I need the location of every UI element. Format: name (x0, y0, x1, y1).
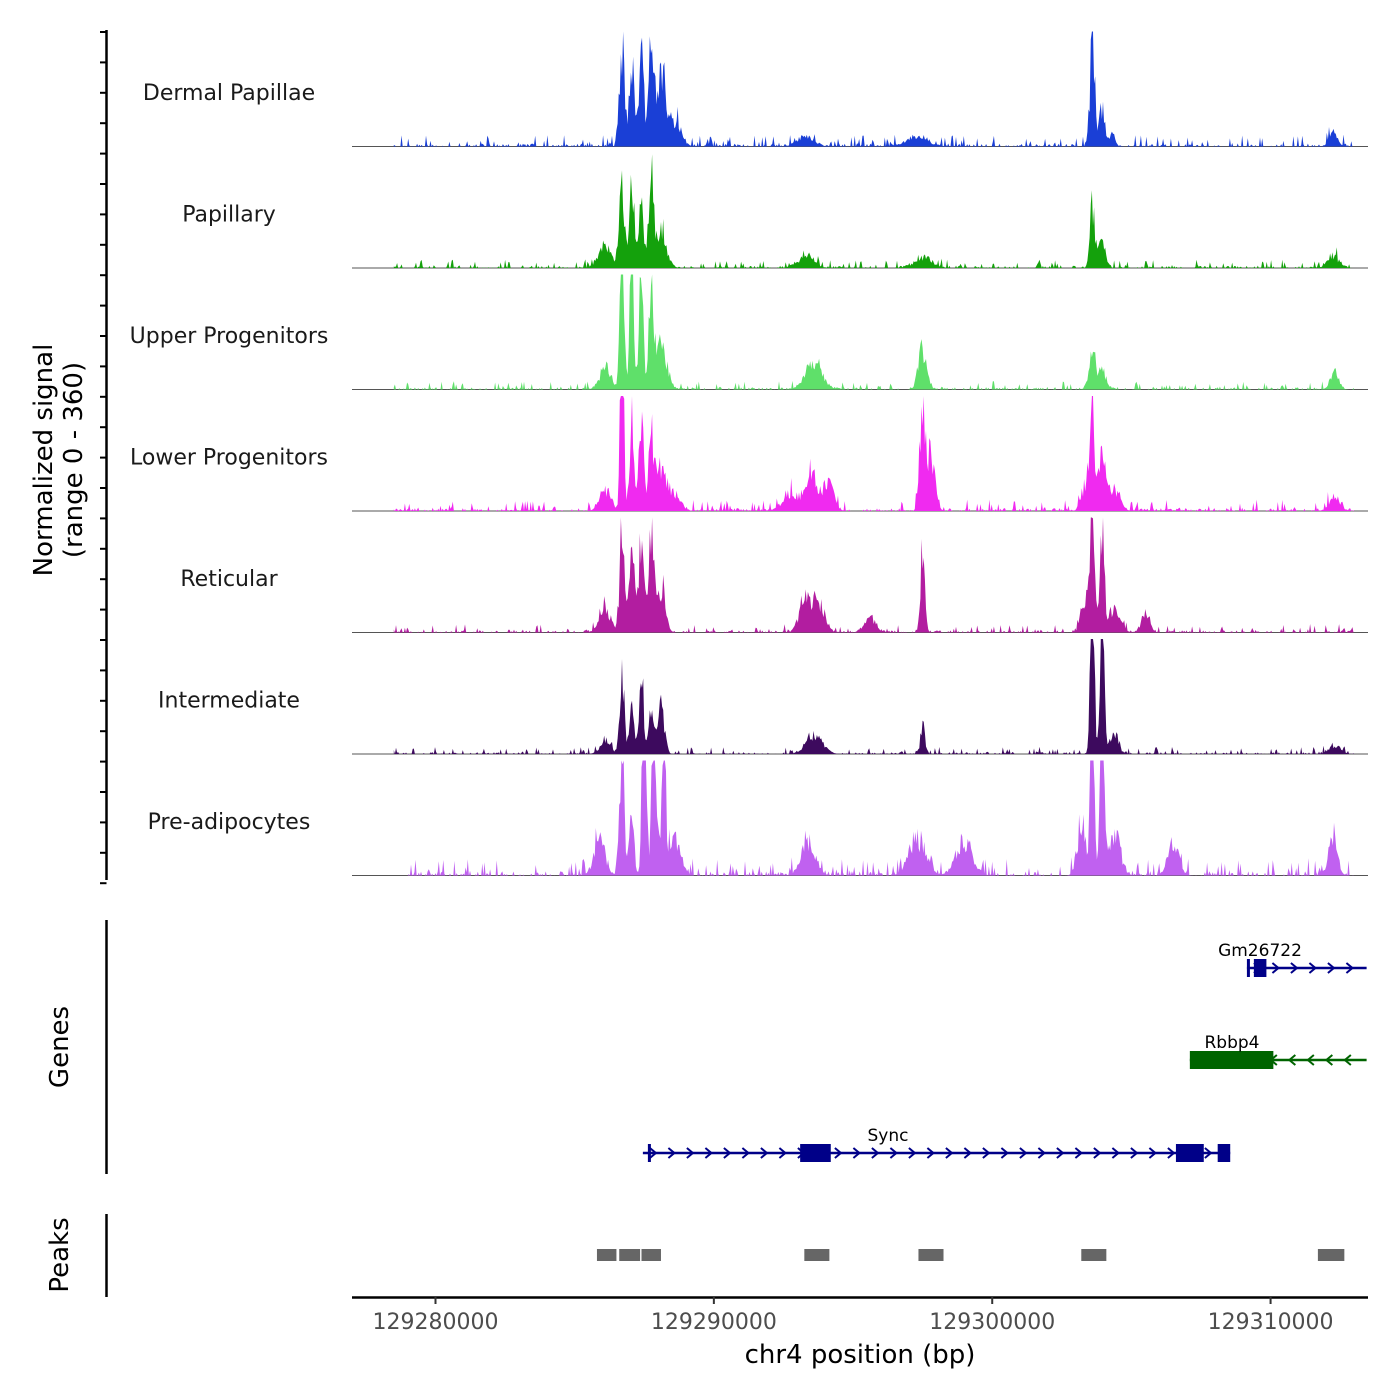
strand-arrow (1327, 962, 1336, 974)
genes-track-label: Genes (45, 1006, 75, 1088)
gene-exon (800, 1144, 831, 1162)
gene-exon (647, 1144, 651, 1162)
strand-arrow (982, 1147, 991, 1159)
track-label: Papillary (182, 203, 276, 228)
peaks-track-label: Peaks (45, 1217, 75, 1292)
peak-region (804, 1249, 830, 1261)
gene-label: Rbbp4 (1204, 1033, 1259, 1053)
strand-arrow (908, 1147, 917, 1159)
peak-region (1317, 1249, 1345, 1261)
strand-arrow (1148, 1147, 1157, 1159)
coverage-area (393, 274, 1355, 390)
gene-exon (1217, 1144, 1231, 1162)
gene-label: Gm26722 (1218, 941, 1302, 961)
strand-arrow (1287, 1054, 1296, 1066)
gene-rbbp4: Rbbp4 (1189, 1033, 1367, 1069)
strand-arrow (871, 1147, 880, 1159)
coverage-area (393, 396, 1355, 511)
strand-arrow (1343, 1054, 1352, 1066)
strand-arrow (1130, 1147, 1139, 1159)
coverage-track-intermediate: Intermediate (158, 639, 1368, 755)
strand-arrow (1290, 962, 1299, 974)
coverage-track-upper-progenitors: Upper Progenitors (130, 274, 1368, 390)
gene-label: Sync (868, 1126, 909, 1146)
x-tick-label: 129290000 (651, 1310, 777, 1335)
strand-arrow (1037, 1147, 1046, 1159)
strand-arrow (1204, 1147, 1213, 1159)
strand-arrow (963, 1147, 972, 1159)
coverage-track-pre-adipocytes: Pre-adipocytes (148, 760, 1368, 876)
strand-arrow (723, 1147, 732, 1159)
x-axis: 129280000 129290000 129300000 129310000 (373, 1297, 1334, 1335)
strand-arrow (926, 1147, 935, 1159)
peak-track (596, 1249, 1345, 1261)
strand-arrow (889, 1147, 898, 1159)
strand-arrow (1111, 1147, 1120, 1159)
strand-arrow (1345, 962, 1354, 974)
x-axis-label: chr4 position (bp) (745, 1340, 976, 1370)
peak-region (641, 1249, 661, 1261)
strand-arrow (1074, 1147, 1083, 1159)
track-label: Pre-adipocytes (148, 810, 311, 835)
track-label: Upper Progenitors (130, 324, 329, 349)
coverage-y-axis-label: Normalized signal (29, 344, 59, 577)
strand-arrow (1019, 1147, 1028, 1159)
strand-arrow (760, 1147, 769, 1159)
track-label: Intermediate (158, 689, 300, 714)
strand-arrow (1056, 1147, 1065, 1159)
gene-exon (1189, 1051, 1274, 1069)
peak-region (918, 1249, 944, 1261)
gene-sync: Sync (642, 1126, 1231, 1162)
coverage-area (393, 639, 1355, 754)
coverage-area (393, 31, 1355, 147)
coverage-y-axis (100, 30, 108, 885)
strand-arrow (945, 1147, 954, 1159)
gene-exon (1253, 959, 1267, 977)
strand-arrow (1324, 1054, 1333, 1066)
x-tick-label: 129310000 (1208, 1310, 1334, 1335)
strand-arrow (1271, 962, 1280, 974)
gene-gm26722: Gm26722 (1218, 941, 1367, 977)
strand-arrow (741, 1147, 750, 1159)
strand-arrow (1093, 1147, 1102, 1159)
coverage-tracks: Dermal Papillae Papillary Upper Progenitor… (130, 31, 1368, 876)
strand-arrow (834, 1147, 843, 1159)
strand-arrow (1000, 1147, 1009, 1159)
coverage-area (393, 154, 1355, 268)
strand-arrow (1306, 1054, 1315, 1066)
coverage-track-dermal-papillae: Dermal Papillae (143, 31, 1368, 147)
coverage-area (393, 517, 1355, 633)
gene-track: Gm26722 Rbbp4 Sync (642, 941, 1367, 1162)
strand-arrow (778, 1147, 787, 1159)
coverage-y-axis-range-label: (range 0 - 360) (59, 362, 89, 558)
strand-arrow (686, 1147, 695, 1159)
x-tick-label: 129280000 (373, 1310, 499, 1335)
track-label: Lower Progenitors (130, 446, 328, 471)
gene-exon (1175, 1144, 1204, 1162)
strand-arrow (1167, 1147, 1176, 1159)
coverage-track-reticular: Reticular (180, 517, 1368, 633)
peak-region (1081, 1249, 1107, 1261)
coverage-area (407, 760, 1355, 876)
coverage-track-lower-progenitors: Lower Progenitors (130, 396, 1368, 512)
x-tick-label: 129300000 (929, 1310, 1055, 1335)
strand-arrow (1308, 962, 1317, 974)
coverage-track-papillary: Papillary (182, 154, 1368, 269)
strand-arrow (649, 1147, 658, 1159)
strand-arrow (704, 1147, 713, 1159)
strand-arrow (852, 1147, 861, 1159)
peak-region (619, 1249, 641, 1261)
gene-exon (1246, 959, 1250, 977)
strand-arrow (667, 1147, 676, 1159)
peak-region (596, 1249, 617, 1261)
track-label: Reticular (180, 567, 278, 592)
track-label: Dermal Papillae (143, 81, 315, 106)
